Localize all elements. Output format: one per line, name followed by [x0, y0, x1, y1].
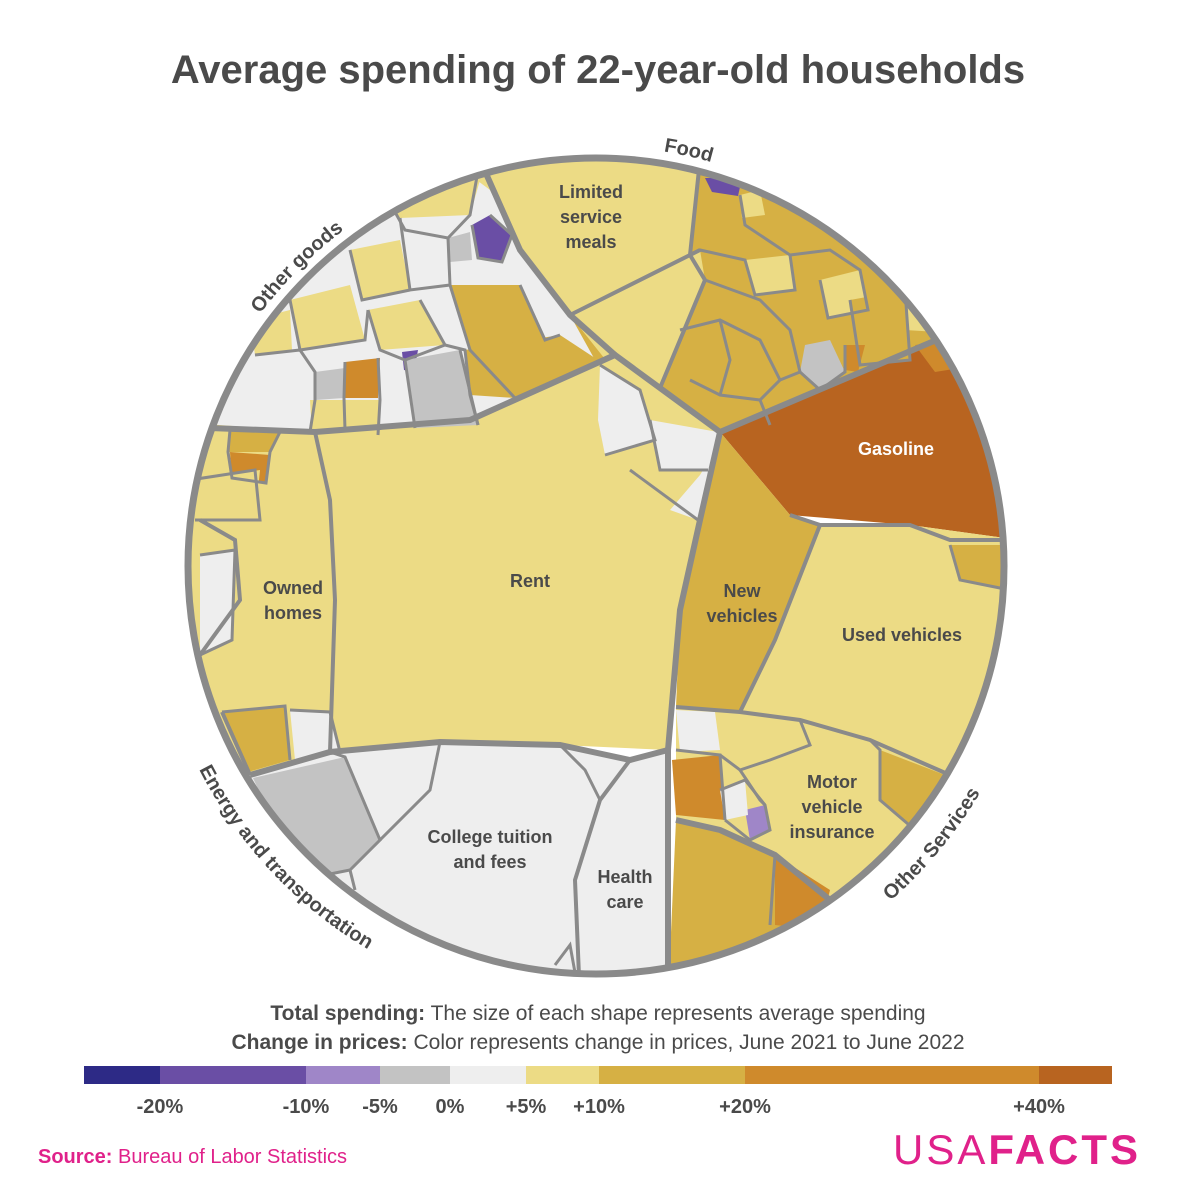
legend-tick-label: -5% — [362, 1096, 398, 1118]
cell-label-line: Motor — [807, 772, 857, 792]
legend-swatch — [526, 1066, 599, 1084]
cell-labels: Limited service meals Gasoline New vehicles Us… — [263, 182, 962, 912]
chart-title: Average spending of 22-year-old househol… — [170, 48, 1026, 92]
legend-swatch — [745, 1066, 1039, 1084]
cell-label-line: service — [560, 207, 622, 227]
legend-tick-label: +10% — [573, 1096, 625, 1118]
legend-swatch — [84, 1066, 160, 1084]
cell-label-line: vehicle — [801, 797, 862, 817]
logo-part-usa: USA — [893, 1126, 989, 1173]
legend-tick-label: 0% — [435, 1096, 465, 1118]
cell-label-used-vehicles: Used vehicles — [842, 625, 962, 645]
explanation-color-text: Color represents change in prices, June … — [413, 1031, 965, 1054]
cell-label-gasoline: Gasoline — [858, 439, 934, 459]
cell-label-owned-homes: Owned homes — [263, 578, 323, 623]
cell-label-line: Owned — [263, 578, 323, 598]
region-used-vehicles — [740, 525, 1004, 775]
cell-label-line: College tuition — [428, 827, 553, 847]
legend-tick-label: +40% — [1013, 1096, 1065, 1118]
explanation-size-text: The size of each shape represents averag… — [430, 1002, 926, 1025]
source-label: Source: — [38, 1146, 113, 1168]
usafacts-logo: USAFACTS — [893, 1126, 1141, 1174]
region-new-vehicles — [676, 432, 820, 712]
cell-label-line: insurance — [789, 822, 874, 842]
legend-tick-label: +20% — [719, 1096, 771, 1118]
cell-label-health-care: Health care — [597, 867, 652, 912]
cell-label-line: Rent — [510, 571, 550, 591]
explanation-size: Total spending: The size of each shape r… — [0, 1002, 1196, 1026]
explanation-size-bold: Total spending: — [270, 1002, 426, 1025]
cell-label-line: Limited — [559, 182, 623, 202]
legend-tick-label: +5% — [505, 1096, 547, 1118]
cell-label-rent: Rent — [510, 571, 550, 591]
source-text: Bureau of Labor Statistics — [118, 1146, 348, 1168]
legend-swatch — [1039, 1066, 1112, 1084]
legend-swatch — [380, 1066, 450, 1084]
cell-label-motor-vehicle-insurance: Motor vehicle insurance — [789, 772, 874, 842]
cell-label-new-vehicles: New vehicles — [706, 581, 777, 626]
cell-label-line: Gasoline — [858, 439, 934, 459]
cell-label-line: and fees — [453, 852, 526, 872]
color-legend-bar — [84, 1066, 1112, 1084]
cell-label-line: homes — [264, 603, 322, 623]
explanation-color-bold: Change in prices: — [231, 1031, 408, 1054]
legend-swatch — [160, 1066, 306, 1084]
legend-swatch — [306, 1066, 380, 1084]
legend-swatch — [450, 1066, 526, 1084]
legend-tick-label: -10% — [282, 1096, 330, 1118]
legend-tick-label: -20% — [136, 1096, 184, 1118]
cell-label-college-tuition-and-fees: College tuition and fees — [428, 827, 553, 872]
region-gasoline — [720, 330, 1004, 540]
region-health — [575, 750, 668, 974]
voronoi-treemap: Other goods Food Energy and transportati… — [184, 135, 1008, 978]
cell-label-limited-service-meals: Limited service meals — [559, 182, 623, 252]
explanation-color: Change in prices: Color represents chang… — [0, 1031, 1196, 1055]
legend-swatch — [599, 1066, 745, 1084]
cell-label-line: care — [606, 892, 643, 912]
cell-label-line: Health — [597, 867, 652, 887]
cell-label-line: New — [723, 581, 761, 601]
cell-label-line: Used vehicles — [842, 625, 962, 645]
region-housing — [188, 355, 720, 790]
cell-label-line: vehicles — [706, 606, 777, 626]
source-note: Source: Bureau of Labor Statistics — [38, 1146, 347, 1169]
cell-label-line: meals — [565, 232, 616, 252]
logo-part-facts: FACTS — [988, 1126, 1142, 1173]
